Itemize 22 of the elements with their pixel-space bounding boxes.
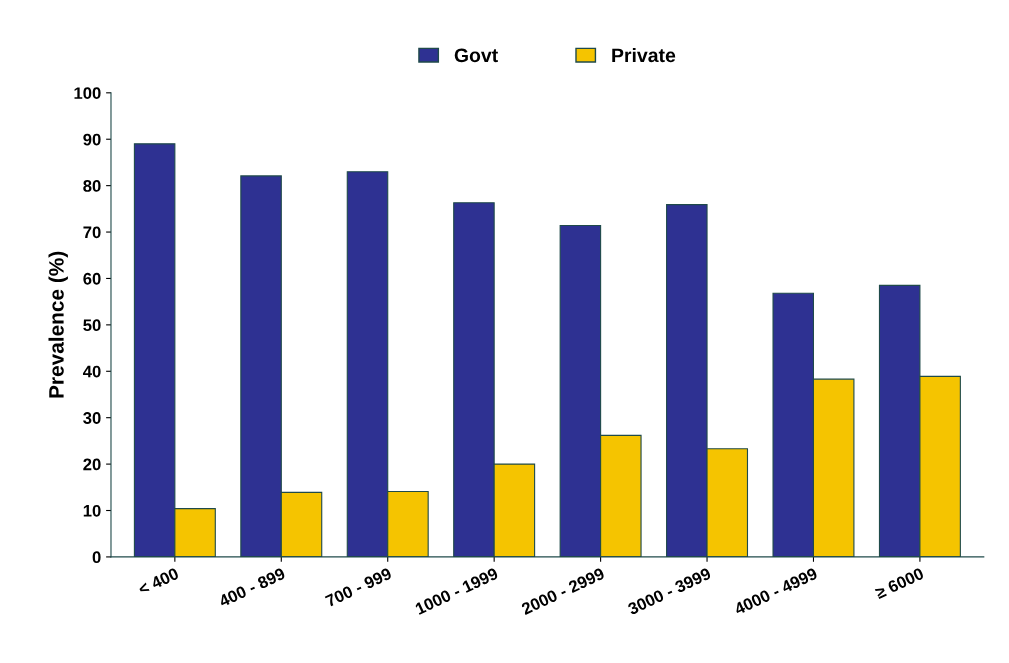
legend-label: Govt	[454, 48, 498, 63]
y-tick-label: 0	[92, 551, 101, 564]
x-tick-label: 4000 - 4999	[733, 567, 819, 616]
y-tick-label: 30	[83, 412, 101, 424]
x-tick-label: 3000 - 3999	[626, 567, 712, 616]
y-tick-label: 90	[83, 133, 101, 146]
x-tick-label: 1000 - 1999	[414, 567, 499, 615]
y-tick-label: 100	[74, 87, 101, 100]
y-tick-label: 80	[83, 180, 101, 192]
y-axis-title: Prevalence (%)	[48, 251, 68, 398]
x-tick-label: ≥ 6000	[874, 567, 925, 600]
legend-label: Private	[612, 47, 676, 63]
x-tick-label: 700 - 999	[324, 567, 393, 608]
x-tick-label: 2000 - 2999	[520, 567, 606, 616]
y-tick-label: 10	[83, 504, 101, 517]
x-tick-label: 400 - 899	[217, 567, 286, 608]
y-tick-label: 70	[83, 226, 101, 239]
y-tick-label: 60	[83, 272, 101, 285]
y-tick-label: 40	[82, 365, 101, 378]
y-tick-label: 50	[83, 319, 101, 332]
x-tick-label: < 400	[137, 567, 180, 596]
y-tick-label: 20	[83, 458, 101, 471]
